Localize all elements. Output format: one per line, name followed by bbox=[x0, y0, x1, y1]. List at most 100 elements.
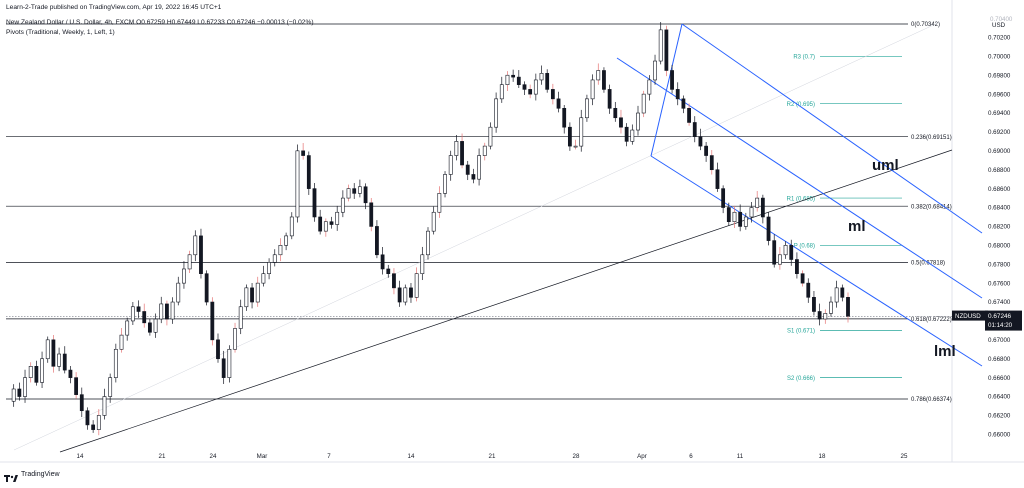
candle-body bbox=[357, 186, 362, 194]
published-line: Learn-2-Trade published on TradingView.c… bbox=[6, 4, 222, 11]
candle-body bbox=[147, 322, 152, 333]
candle-body bbox=[465, 164, 470, 175]
candle-body bbox=[261, 273, 266, 284]
candle-body bbox=[392, 273, 396, 289]
fib-level-label: 0.236(0.69151) bbox=[911, 135, 952, 141]
candle-body bbox=[233, 328, 237, 350]
candle-body bbox=[306, 155, 311, 189]
candle-body bbox=[624, 126, 629, 142]
candle-body bbox=[329, 221, 334, 225]
candle-body bbox=[454, 141, 459, 156]
candle-body bbox=[777, 254, 782, 265]
candle-body bbox=[766, 216, 771, 241]
fib-level-label: 0(0.70342) bbox=[911, 22, 940, 28]
x-tick-label: 11 bbox=[737, 453, 744, 460]
candle-body bbox=[369, 202, 374, 227]
candle-body bbox=[23, 377, 27, 397]
x-tick-label: 18 bbox=[819, 453, 826, 460]
candle-body bbox=[607, 89, 612, 109]
candle-body bbox=[352, 188, 357, 194]
tradingview-logo[interactable]: TradingView bbox=[4, 470, 60, 482]
long-term-uptrend-line bbox=[59, 149, 953, 453]
candle-body bbox=[585, 98, 589, 119]
candle-body bbox=[590, 79, 595, 100]
y-tick-label: 0.67400 bbox=[988, 299, 1011, 306]
faint-diagonal-line bbox=[13, 21, 941, 451]
y-tick-label: 0.69400 bbox=[988, 110, 1011, 117]
y-tick-label: 0.69200 bbox=[988, 129, 1011, 136]
candle-body bbox=[182, 268, 186, 284]
candle-body bbox=[340, 197, 345, 213]
candle-body bbox=[250, 287, 254, 303]
candle-body bbox=[539, 73, 544, 81]
pivot-label: P (0.68) bbox=[794, 244, 815, 250]
candle-body bbox=[749, 207, 754, 218]
y-tick-label: 0.70200 bbox=[988, 35, 1011, 42]
candle-body bbox=[783, 245, 788, 256]
y-tick-label: 0.66200 bbox=[988, 413, 1011, 420]
candle-body bbox=[40, 358, 44, 383]
candle-body bbox=[704, 145, 709, 156]
candle-body bbox=[272, 254, 277, 263]
candle-body bbox=[647, 79, 652, 95]
y-tick-label: 0.69000 bbox=[988, 148, 1011, 155]
candle-body bbox=[477, 155, 481, 180]
candle-body bbox=[658, 29, 663, 62]
candle-body bbox=[613, 107, 618, 119]
candle-body bbox=[448, 155, 453, 175]
fib-level-label: 0.618(0.67222) bbox=[911, 317, 952, 323]
candle-body bbox=[380, 254, 385, 270]
y-tick-label: 0.68000 bbox=[988, 243, 1011, 250]
candle-body bbox=[443, 174, 447, 194]
candle-body bbox=[216, 339, 220, 360]
candle-body bbox=[619, 117, 623, 128]
annotation-lml: lml bbox=[934, 343, 956, 360]
candle-body bbox=[119, 334, 124, 350]
y-tick-label: 0.68600 bbox=[988, 186, 1011, 193]
y-tick-label: 0.69800 bbox=[988, 72, 1011, 79]
candle-body bbox=[96, 415, 101, 430]
top-tick-label: 0.70400 bbox=[990, 16, 1013, 23]
candle-body bbox=[687, 107, 691, 123]
candle-body bbox=[386, 268, 391, 274]
candle-body bbox=[204, 273, 209, 303]
candle-body bbox=[409, 287, 413, 298]
x-tick-label: 28 bbox=[573, 453, 580, 460]
candle-body bbox=[113, 348, 118, 378]
candle-body bbox=[244, 287, 249, 308]
y-tick-label: 0.68800 bbox=[988, 167, 1011, 174]
y-tick-label: 0.66600 bbox=[988, 375, 1011, 382]
candle-body bbox=[670, 70, 674, 90]
candle-body bbox=[142, 311, 147, 324]
y-tick-label: 0.67600 bbox=[988, 280, 1011, 287]
candle-body bbox=[630, 129, 635, 142]
candle-body bbox=[34, 366, 39, 383]
candle-body bbox=[238, 306, 243, 329]
y-tick-label: 0.66000 bbox=[988, 432, 1011, 439]
candle-body bbox=[471, 174, 476, 180]
candle-body bbox=[431, 211, 436, 232]
candle-body bbox=[596, 70, 601, 81]
candle-body bbox=[45, 339, 50, 360]
candle-body bbox=[579, 117, 584, 147]
x-tick-label: 24 bbox=[210, 453, 217, 460]
candle-body bbox=[494, 98, 499, 128]
candle-body bbox=[721, 188, 726, 208]
brand-name: TradingView bbox=[21, 471, 60, 478]
trendlines[interactable] bbox=[13, 21, 983, 453]
currency-label: USD bbox=[992, 22, 1006, 29]
candle-body bbox=[800, 273, 805, 284]
pivot-label: R3 (0.7) bbox=[793, 55, 815, 61]
price-tag-bg bbox=[985, 310, 1022, 331]
x-tick-label: 21 bbox=[159, 453, 166, 460]
x-tick-label: 7 bbox=[327, 453, 331, 460]
time-axis[interactable]: 14 21 24 Mar 7 14 21 28 Apr 6 11 18 25 bbox=[77, 453, 908, 460]
fibonacci-retracement[interactable]: 0(0.70342) 0.236(0.69151) 0.382(0.68414) 0.… bbox=[6, 22, 952, 403]
candle-body bbox=[375, 226, 379, 256]
candle-body bbox=[289, 216, 294, 237]
candle-body bbox=[772, 240, 777, 265]
pivot-label: R1 (0.685) bbox=[787, 196, 815, 202]
candle-body bbox=[130, 306, 135, 322]
